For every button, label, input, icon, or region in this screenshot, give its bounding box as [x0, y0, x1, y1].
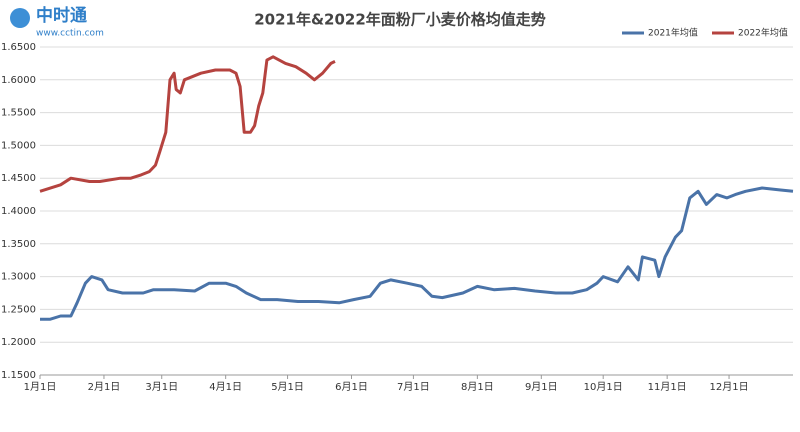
x-tick-label: 3月1日	[145, 381, 178, 393]
y-tick-label: 1.1500	[1, 370, 36, 381]
x-tick-label: 10月1日	[584, 381, 623, 393]
y-tick-label: 1.3000	[1, 272, 36, 283]
x-tick-label: 12月1日	[709, 381, 748, 393]
y-tick-label: 1.6000	[1, 75, 36, 86]
y-tick-label: 1.2000	[1, 337, 36, 348]
y-tick-label: 1.4500	[1, 173, 36, 184]
x-tick-label: 8月1日	[461, 381, 494, 393]
x-tick-label: 4月1日	[209, 381, 242, 393]
legend-label: 2022年均值	[738, 27, 788, 39]
x-tick-label: 2月1日	[88, 381, 121, 393]
x-tick-label: 5月1日	[271, 381, 304, 393]
x-tick-label: 9月1日	[525, 381, 558, 393]
y-tick-label: 1.6500	[1, 42, 36, 53]
logo-icon	[10, 8, 30, 28]
y-tick-label: 1.3500	[1, 239, 36, 250]
legend-label: 2021年均值	[648, 27, 698, 39]
y-tick-label: 1.5000	[1, 140, 36, 151]
y-tick-label: 1.5500	[1, 108, 36, 119]
line-series	[39, 55, 336, 193]
x-tick-label: 11月1日	[648, 381, 687, 393]
y-tick-label: 1.4000	[1, 206, 36, 217]
y-tick-label: 1.2500	[1, 304, 36, 315]
x-tick-label: 6月1日	[335, 381, 368, 393]
logo-url: www.cctin.com	[36, 29, 104, 39]
x-tick-label: 7月1日	[397, 381, 430, 393]
chart-title: 2021年&2022年面粉厂小麦价格均值走势	[254, 11, 546, 29]
x-tick-label: 1月1日	[24, 381, 57, 393]
line-series	[40, 186, 794, 321]
logo-name: 中时通	[36, 5, 87, 26]
